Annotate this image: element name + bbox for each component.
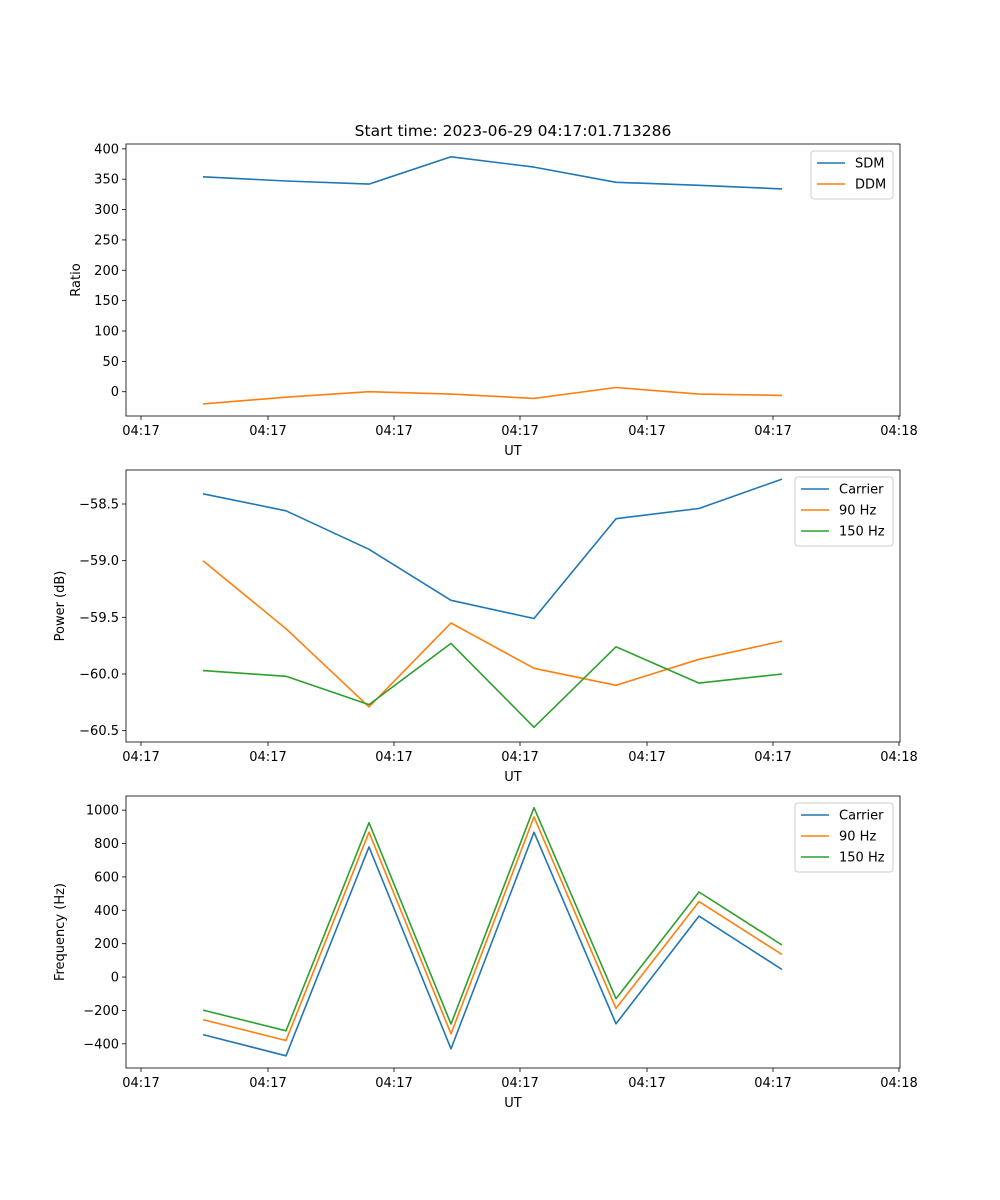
- y-tick-label: 100: [94, 325, 119, 340]
- legend-label: Carrier: [839, 483, 884, 498]
- y-tick-label: 200: [94, 937, 119, 952]
- x-tick-label: 04:18: [880, 1076, 917, 1091]
- legend-label: SDM: [855, 157, 884, 172]
- panel-3: 04:17 04:17 04:17 04:17 04:17 04:17 04:18 −400 −…: [53, 795, 918, 1111]
- series-line-carrier: [202, 831, 783, 1057]
- y-axis-label: Frequency (Hz): [53, 883, 68, 981]
- y-tick-label: 150: [94, 294, 119, 309]
- y-tick-label: −59.0: [79, 554, 119, 569]
- legend-label: 150 Hz: [839, 851, 885, 866]
- y-tick-label: 400: [94, 142, 119, 157]
- x-tick-label: 04:17: [628, 424, 665, 439]
- x-tick-label: 04:17: [249, 1076, 286, 1091]
- series-line-150-hz: [202, 806, 783, 1032]
- y-tick-label: 0: [111, 385, 119, 400]
- legend-label: Carrier: [839, 809, 884, 824]
- y-tick-label: 0: [111, 971, 119, 986]
- x-tick-label: 04:18: [880, 750, 917, 765]
- x-tick-label: 04:17: [501, 1076, 538, 1091]
- x-tick-label: 04:17: [122, 1076, 159, 1091]
- y-tick-label: 400: [94, 904, 119, 919]
- y-tick-label: −59.5: [79, 611, 119, 626]
- y-tick-label: 50: [102, 355, 119, 370]
- y-tick-label: 350: [94, 173, 119, 188]
- y-tick-label: −60.5: [79, 724, 119, 739]
- series-line-ddm: [202, 386, 783, 405]
- y-tick-label: −200: [83, 1004, 119, 1019]
- legend: SDM DDM: [810, 150, 894, 200]
- plot-frame: [125, 795, 901, 1069]
- series-line-90-hz: [202, 560, 783, 708]
- figure-title: Start time: 2023-06-29 04:17:01.713286: [355, 122, 672, 140]
- x-tick-label: 04:17: [122, 424, 159, 439]
- x-tick-label: 04:17: [754, 424, 791, 439]
- x-tick-label: 04:17: [375, 750, 412, 765]
- legend: Carrier 90 Hz 150 Hz: [794, 476, 894, 547]
- panel-2: 04:17 04:17 04:17 04:17 04:17 04:17 04:18 −58.5…: [53, 469, 918, 785]
- series-line-150-hz: [202, 642, 783, 729]
- legend-label: 150 Hz: [839, 525, 885, 540]
- y-tick-label: −400: [83, 1037, 119, 1052]
- series-line-sdm: [202, 156, 783, 190]
- x-tick-label: 04:17: [754, 750, 791, 765]
- x-tick-label: 04:17: [249, 750, 286, 765]
- y-tick-label: 1000: [86, 804, 119, 819]
- panel-1: 04:17 04:17 04:17 04:17 04:17 04:17 04:18 0 50 10…: [69, 142, 918, 459]
- y-tick-label: 300: [94, 203, 119, 218]
- x-tick-label: 04:17: [501, 424, 538, 439]
- x-tick-label: 04:17: [628, 750, 665, 765]
- x-tick-label: 04:17: [754, 1076, 791, 1091]
- y-tick-label: 600: [94, 870, 119, 885]
- x-axis-label: UT: [504, 770, 522, 785]
- y-tick-label: 250: [94, 233, 119, 248]
- x-tick-label: 04:17: [375, 424, 412, 439]
- legend-label: 90 Hz: [839, 504, 876, 519]
- y-tick-label: −60.0: [79, 668, 119, 683]
- y-tick-label: −58.5: [79, 498, 119, 513]
- series-line-carrier: [202, 478, 783, 620]
- x-axis-label: UT: [504, 444, 522, 459]
- y-axis-label: Power (dB): [53, 571, 68, 642]
- plot-frame: [125, 143, 901, 417]
- y-axis-label: Ratio: [69, 263, 84, 296]
- x-tick-label: 04:17: [122, 750, 159, 765]
- x-tick-label: 04:17: [249, 424, 286, 439]
- legend-label: DDM: [855, 178, 886, 193]
- legend-box: [794, 476, 894, 547]
- series-line-90-hz: [202, 816, 783, 1042]
- x-tick-label: 04:18: [880, 424, 917, 439]
- plot-frame: [125, 469, 901, 743]
- x-tick-label: 04:17: [628, 1076, 665, 1091]
- panels: 04:17 04:17 04:17 04:17 04:17 04:17 04:18 0 50 10…: [53, 142, 918, 1111]
- legend-label: 90 Hz: [839, 830, 876, 845]
- x-tick-label: 04:17: [375, 1076, 412, 1091]
- y-tick-label: 200: [94, 264, 119, 279]
- x-tick-label: 04:17: [501, 750, 538, 765]
- x-axis-label: UT: [504, 1096, 522, 1111]
- legend: Carrier 90 Hz 150 Hz: [794, 802, 894, 873]
- y-tick-label: 800: [94, 837, 119, 852]
- legend-box: [794, 802, 894, 873]
